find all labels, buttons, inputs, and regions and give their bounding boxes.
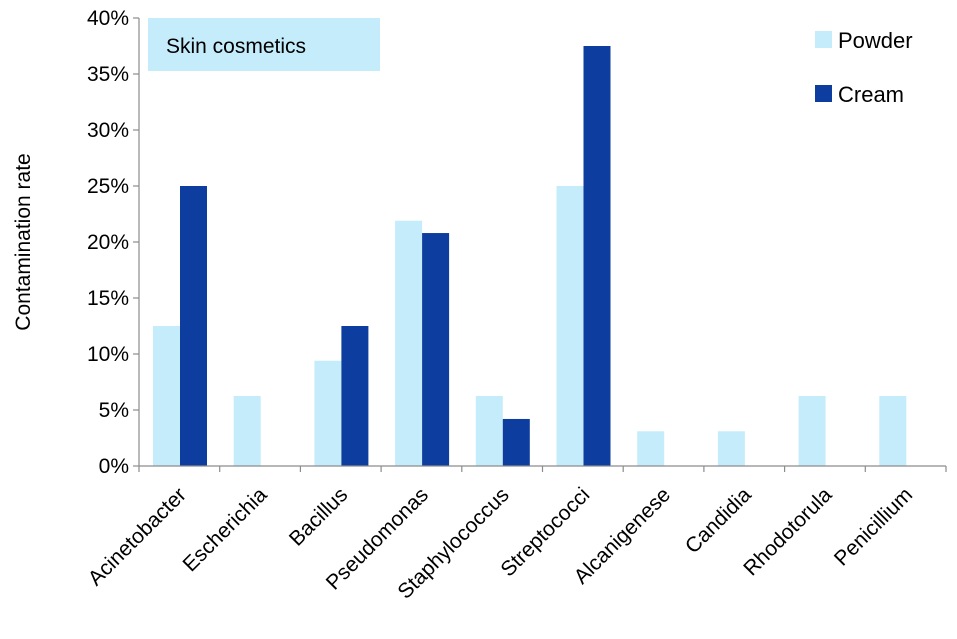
y-tick-label: 10% <box>87 343 129 366</box>
y-tick-label: 40% <box>87 7 129 30</box>
bar-powder-penicillium <box>879 396 907 466</box>
bar-cream-bacillus <box>341 326 369 466</box>
y-tick-label: 0% <box>99 455 129 478</box>
y-tick-label: 5% <box>99 399 129 422</box>
bar-powder-candidia <box>717 431 745 466</box>
y-axis-label: Contamination rate <box>12 153 35 330</box>
bar-powder-acinetobacter <box>153 326 180 466</box>
legend-label-cream: Cream <box>838 82 904 107</box>
x-tick-label: Escherichia <box>179 483 272 576</box>
x-tick-label: Bacillus <box>285 483 352 550</box>
legend: Powder Cream <box>815 28 913 107</box>
annotation-text: Skin cosmetics <box>166 35 306 58</box>
y-tick-label: 15% <box>87 287 129 310</box>
bar-powder-pseudomonas <box>395 220 423 466</box>
legend-swatch-powder <box>815 31 832 48</box>
x-tick-label: Rhodotorula <box>739 483 836 580</box>
y-tick-label: 25% <box>87 175 129 198</box>
y-tick-label: 20% <box>87 231 129 254</box>
y-ticks-group: 0% 5% 10% 15% 20% 25% 30% 35% 40% <box>87 7 139 478</box>
bar-powder-staphylococcus <box>475 396 503 466</box>
bar-powder-alcanigenese <box>637 431 665 466</box>
x-tick-label: Candidia <box>681 483 756 558</box>
bar-powder-streptococci <box>556 186 584 466</box>
bar-cream-staphylococcus <box>502 418 530 466</box>
annotation-background <box>148 18 380 71</box>
x-tick-label: Acinetobacter <box>84 483 191 590</box>
bar-powder-rhodotorula <box>798 396 826 466</box>
legend-swatch-cream <box>815 85 832 102</box>
x-tick-label: Penicillium <box>830 483 917 570</box>
bar-cream-pseudomonas <box>422 233 450 466</box>
bar-powder-bacillus <box>314 360 342 466</box>
legend-label-powder: Powder <box>838 28 913 53</box>
bar-powder-escherichia <box>233 396 261 466</box>
y-tick-label: 35% <box>87 63 129 86</box>
bars-group <box>153 46 907 466</box>
bar-cream-acinetobacter <box>180 186 207 466</box>
bar-cream-streptococci <box>583 46 611 466</box>
y-tick-label: 30% <box>87 119 129 142</box>
annotation-box: Skin cosmetics <box>148 18 380 71</box>
